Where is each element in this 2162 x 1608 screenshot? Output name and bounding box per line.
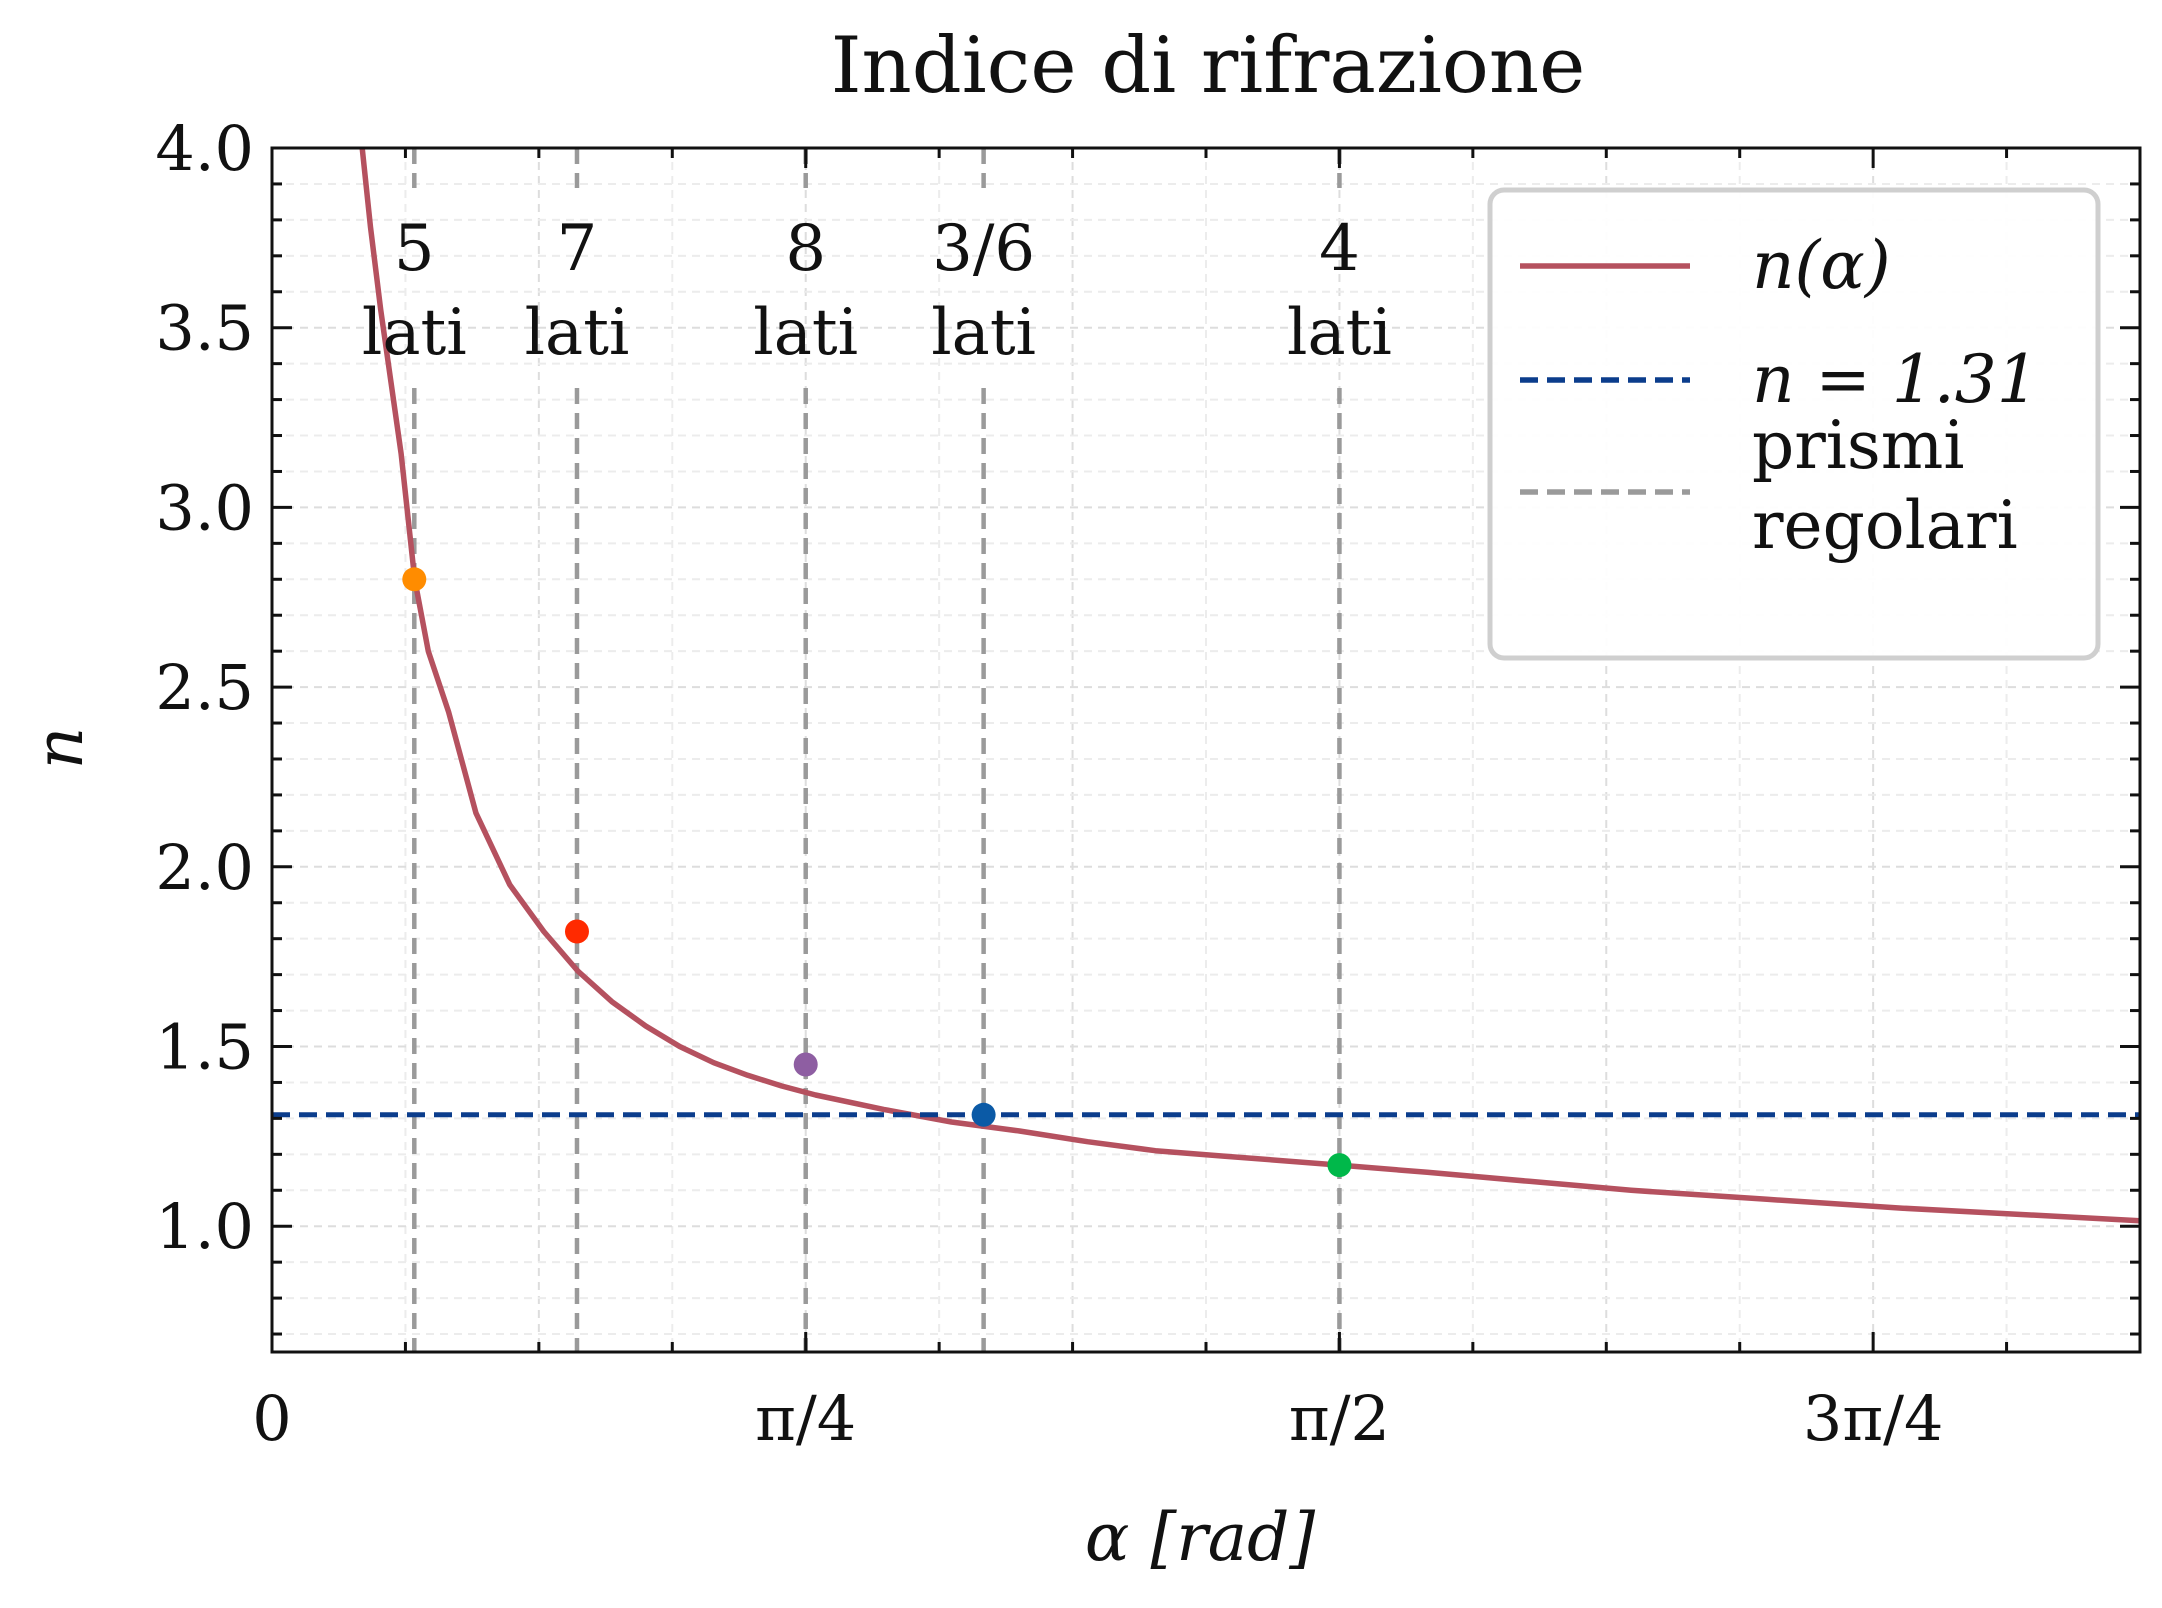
prism-labels: 5 lati 7 lati 8 lati 3/6 lati 4 lati [362, 212, 1392, 370]
legend-label: prismi [1752, 407, 1964, 484]
data-point [402, 567, 427, 592]
x-axis-label: α [rad] [1085, 1499, 1315, 1576]
prism-label-lati: lati [362, 296, 467, 370]
prism-label-lati: lati [931, 296, 1036, 370]
x-tick-label: 3π/4 [1803, 1382, 1944, 1455]
legend-label: regolari [1752, 487, 2018, 564]
y-tick-label: 3.0 [155, 471, 254, 544]
prism-label-lati: lati [525, 296, 630, 370]
x-tick-label: π/2 [1289, 1382, 1390, 1455]
y-tick-label: 3.5 [155, 292, 254, 365]
reference-lines [412, 148, 1342, 1352]
legend-label: n = 1.31 [1752, 341, 2039, 418]
data-point [971, 1102, 996, 1127]
tick-labels: 0 π/4 π/2 3π/4 1.0 1.5 2.0 2.5 3.0 3.5 4.0 [155, 112, 1943, 1455]
y-tick-label: 2.0 [155, 831, 254, 904]
prism-label-lati: lati [1287, 296, 1392, 370]
chart-title: Indice di rifrazione [831, 21, 1586, 111]
y-tick-label: 2.5 [155, 651, 254, 724]
prism-label-count: 5 [394, 212, 435, 286]
y-axis-label: n [21, 727, 98, 770]
data-point [564, 919, 589, 944]
legend-label: n(α) [1752, 227, 1891, 304]
y-tick-label: 4.0 [155, 112, 254, 185]
series-layer [272, 148, 2140, 1224]
prism-label-count: 4 [1319, 212, 1360, 286]
prism-label-count: 8 [785, 212, 826, 286]
legend-box [1487, 187, 2101, 661]
prism-label-count: 7 [557, 212, 598, 286]
y-tick-label: 1.0 [155, 1190, 254, 1263]
series-line-n-alpha [359, 148, 2140, 1224]
x-tick-label: π/4 [755, 1382, 856, 1455]
data-point [1327, 1153, 1352, 1178]
prism-label-lati: lati [753, 296, 858, 370]
prism-label-count: 3/6 [932, 212, 1035, 286]
y-tick-label: 1.5 [155, 1011, 254, 1084]
x-tick-label: 0 [252, 1382, 291, 1455]
axes [270, 146, 2142, 1354]
marker-points [402, 567, 1352, 1178]
data-point [793, 1052, 818, 1077]
